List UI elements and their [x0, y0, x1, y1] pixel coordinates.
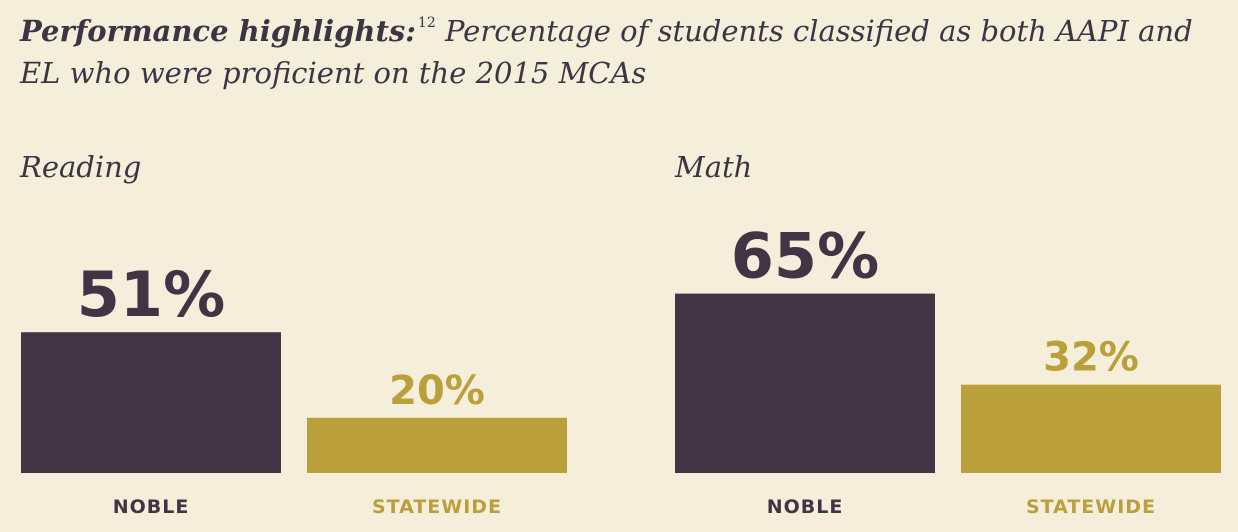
math-noble-category-label: NOBLE [767, 496, 844, 518]
math-statewide-category-label: STATEWIDE [1026, 496, 1156, 518]
math-noble-bar [675, 293, 935, 473]
reading-statewide-value-label: 20% [389, 368, 485, 414]
title-rest: Percentage of students classified as bot… [20, 14, 1193, 90]
math-noble-value-label: 65% [731, 220, 879, 293]
math-statewide-bar [961, 384, 1221, 473]
chart-title: Performance highlights: 12 Percentage of … [20, 10, 1220, 94]
reading-panel-title: Reading [20, 150, 142, 184]
reading-noble-category-label: NOBLE [113, 496, 190, 518]
reading-noble-bar [21, 332, 281, 473]
title-footnote: 12 [417, 15, 436, 31]
title-bold: Performance highlights: [20, 14, 416, 48]
math-panel-title: Math [675, 150, 753, 184]
reading-statewide-bar [307, 417, 567, 473]
reading-noble-value-label: 51% [77, 258, 225, 331]
math-statewide-value-label: 32% [1043, 335, 1139, 381]
reading-statewide-category-label: STATEWIDE [372, 496, 502, 518]
